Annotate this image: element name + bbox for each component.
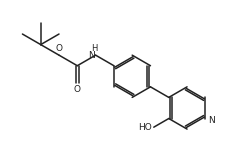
Text: HO: HO xyxy=(138,123,152,132)
Text: H: H xyxy=(91,44,98,53)
Text: N: N xyxy=(208,116,214,125)
Text: N: N xyxy=(88,51,95,60)
Text: O: O xyxy=(74,85,81,94)
Text: O: O xyxy=(56,44,62,53)
